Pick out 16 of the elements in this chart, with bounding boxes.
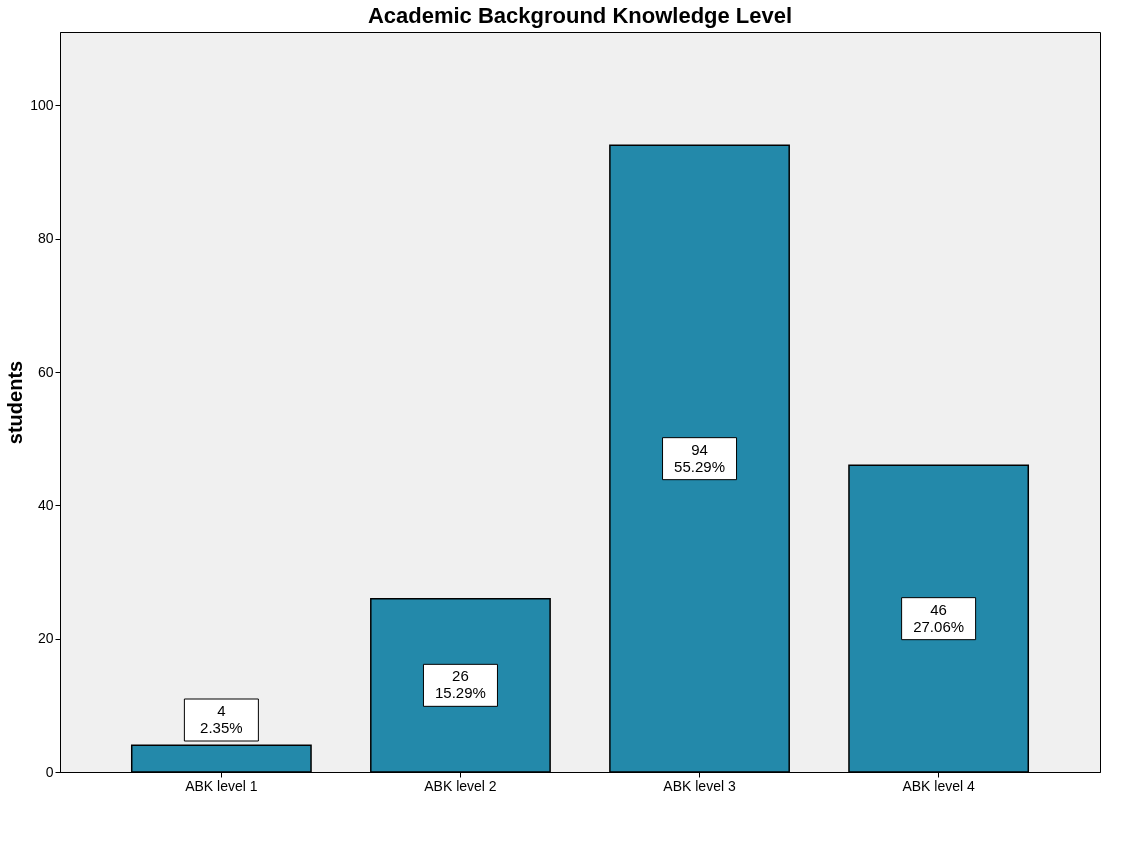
y-tick-label: 0 bbox=[45, 763, 54, 780]
y-tick-label: 100 bbox=[30, 96, 54, 113]
chart-title: Academic Background Knowledge Level bbox=[367, 3, 793, 28]
y-axis-title: students bbox=[4, 360, 27, 445]
x-tick-label: ABK level 2 bbox=[424, 777, 497, 794]
y-tick-label: 20 bbox=[37, 630, 54, 647]
y-tick-label: 80 bbox=[37, 230, 54, 247]
x-tick-label: ABK level 4 bbox=[902, 777, 976, 794]
data-label: 94 55.29% bbox=[674, 440, 725, 475]
data-label: 4 2.35% bbox=[200, 702, 243, 736]
x-tick-label: ABK level 1 bbox=[185, 777, 258, 794]
x-tick-label: ABK level 3 bbox=[663, 777, 736, 794]
y-tick-label: 40 bbox=[37, 496, 54, 513]
data-label: 26 15.29% bbox=[435, 667, 486, 702]
data-label: 46 27.06% bbox=[913, 600, 965, 635]
y-tick-label: 60 bbox=[37, 363, 54, 380]
